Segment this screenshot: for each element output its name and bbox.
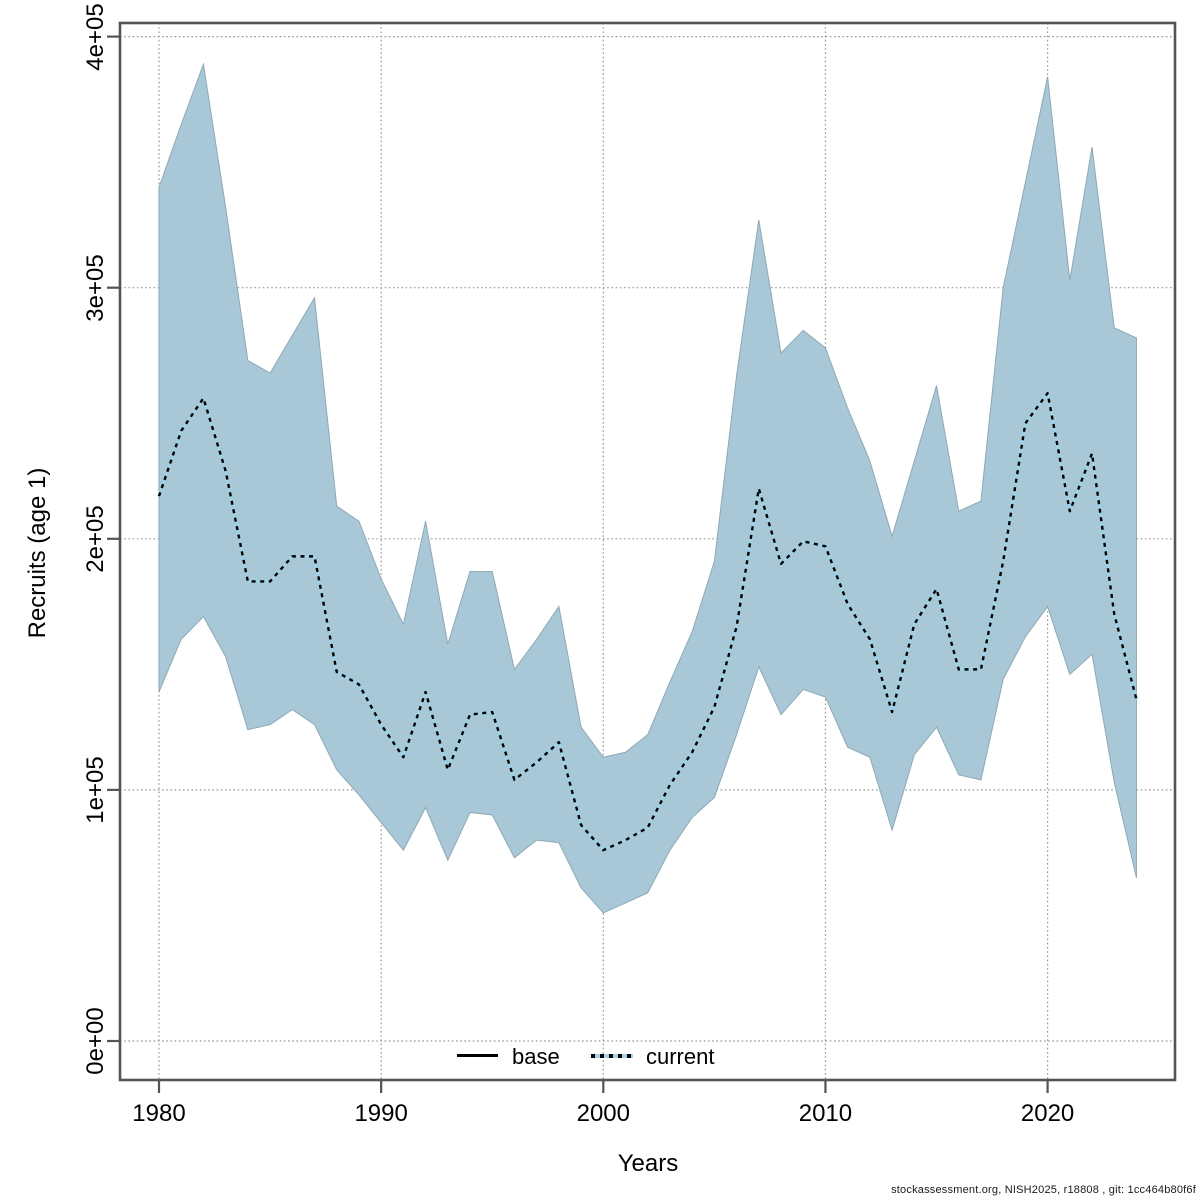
x-tick-label: 2020 <box>1020 1100 1075 1127</box>
x-tick-label: 1980 <box>132 1100 186 1127</box>
current-legend-line-swatch <box>591 1054 633 1058</box>
footer-attribution: stockassessment.org, NISH2025, r18808 , … <box>891 1184 1196 1196</box>
x-tick-label: 2000 <box>576 1100 630 1127</box>
y-tick-label: 4e+05 <box>82 2 109 71</box>
base-legend-line-swatch <box>457 1054 498 1057</box>
y-axis-label: Recruits (age 1) <box>24 467 51 639</box>
y-tick-label: 2e+05 <box>82 505 109 573</box>
y-tick-label: 3e+05 <box>82 253 109 322</box>
y-tick-label: 0e+00 <box>82 1007 109 1075</box>
y-tick-label: 1e+05 <box>82 756 109 824</box>
plot-border <box>118 21 1177 1082</box>
legend-label-base: base <box>512 1044 560 1069</box>
x-axis-label: Years <box>617 1150 679 1177</box>
x-tick-label: 1990 <box>354 1100 408 1127</box>
x-tick-label: 2010 <box>798 1100 853 1127</box>
current-line-dashed <box>157 391 1138 852</box>
legend-label-current: current <box>646 1044 715 1069</box>
confidence-band <box>158 62 1137 914</box>
